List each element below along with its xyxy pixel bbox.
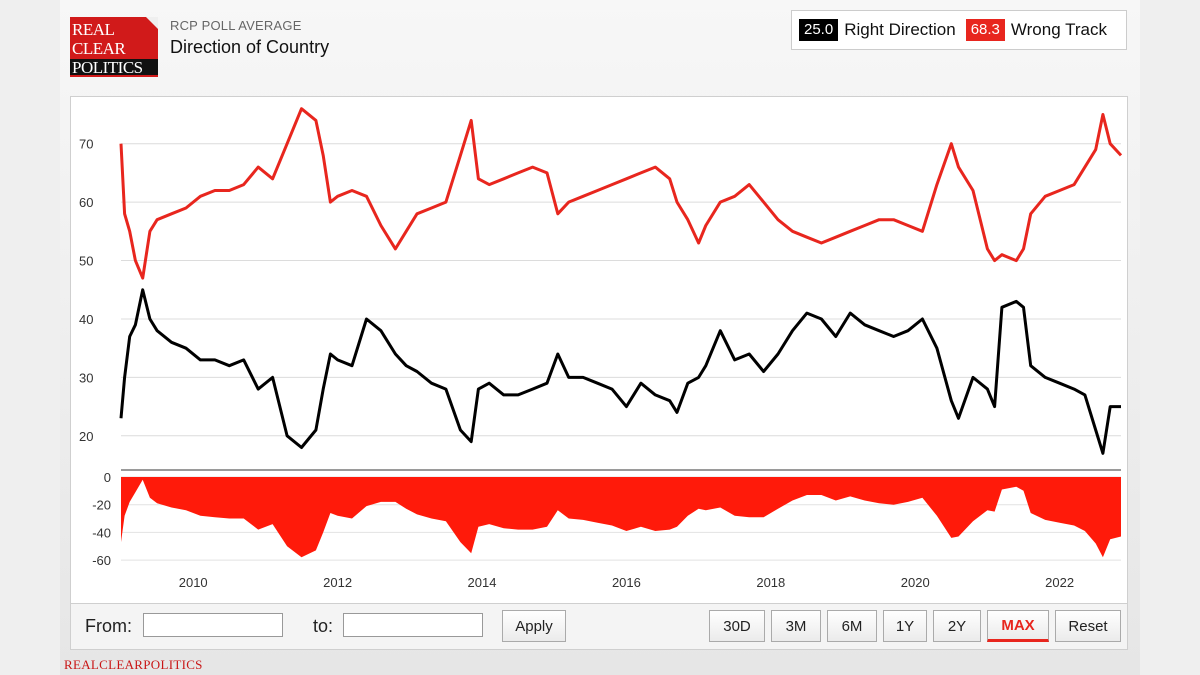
- y-tick-label: 30: [79, 370, 93, 385]
- direction-of-country-chart[interactable]: 20 30 40 50 60 70 0 -20 -40 -60 2010 2012 2014 2016 20…: [71, 97, 1127, 603]
- header-eyebrow: RCP POLL AVERAGE: [170, 18, 302, 33]
- to-date-input[interactable]: [343, 613, 483, 637]
- x-tick-label: 2022: [1045, 575, 1074, 590]
- spread-y-tick-label: -60: [92, 553, 111, 568]
- right-direction-label: Right Direction: [844, 20, 956, 39]
- legend: 25.0 Right Direction 68.3 Wrong Track: [791, 10, 1127, 50]
- y-tick-label: 40: [79, 312, 93, 327]
- y-tick-label: 70: [79, 137, 93, 152]
- x-tick-label: 2012: [323, 575, 352, 590]
- logo-line-3: POLITICS: [72, 58, 143, 77]
- wrong-track-label: Wrong Track: [1010, 20, 1107, 39]
- logo-corner-fold: [146, 17, 158, 29]
- apply-button[interactable]: Apply: [502, 610, 566, 642]
- from-date-input[interactable]: [143, 613, 283, 637]
- x-tick-label: 2016: [612, 575, 641, 590]
- footer-brand[interactable]: REALCLEARPOLITICS: [64, 657, 203, 672]
- range-2y-button[interactable]: 2Y: [933, 610, 981, 642]
- spread-y-tick-label: -20: [92, 498, 111, 513]
- wrong-track-value: 68.3: [965, 19, 1005, 41]
- x-tick-label: 2010: [179, 575, 208, 590]
- series-line-right-direction: [119, 288, 1121, 455]
- realclearpolitics-logo[interactable]: REAL CLEAR POLITICS: [70, 17, 158, 77]
- reset-button[interactable]: Reset: [1055, 610, 1121, 642]
- range-1y-button[interactable]: 1Y: [883, 610, 927, 642]
- logo-black-band: [70, 59, 158, 75]
- range-max-button[interactable]: MAX: [987, 610, 1049, 642]
- spread-y-tick-label: -40: [92, 525, 111, 540]
- spread-y-tick-label: 0: [104, 470, 111, 485]
- y-tick-label: 60: [79, 195, 93, 210]
- logo-line-1: REAL: [72, 20, 115, 39]
- y-tick-label: 20: [79, 429, 93, 444]
- x-tick-label: 2014: [468, 575, 497, 590]
- y-tick-label: 50: [79, 254, 93, 269]
- range-6m-button[interactable]: 6M: [827, 610, 877, 642]
- logo-line-2: CLEAR: [72, 39, 126, 58]
- spread-area: [121, 477, 1121, 558]
- range-30d-button[interactable]: 30D: [709, 610, 765, 642]
- x-tick-label: 2020: [901, 575, 930, 590]
- right-direction-value: 25.0: [799, 19, 839, 41]
- chart-panel: 20 30 40 50 60 70 0 -20 -40 -60 2010 2012 2014 2016 20…: [70, 96, 1128, 604]
- range-3m-button[interactable]: 3M: [771, 610, 821, 642]
- from-label: From:: [85, 616, 132, 636]
- series-line-wrong-track: [119, 107, 1123, 280]
- x-tick-label: 2018: [756, 575, 785, 590]
- to-label: to:: [313, 616, 334, 636]
- range-controls: From: to: Apply 30D 3M 6M 1Y 2Y MAX Rese…: [70, 604, 1128, 650]
- page-title: Direction of Country: [170, 37, 330, 57]
